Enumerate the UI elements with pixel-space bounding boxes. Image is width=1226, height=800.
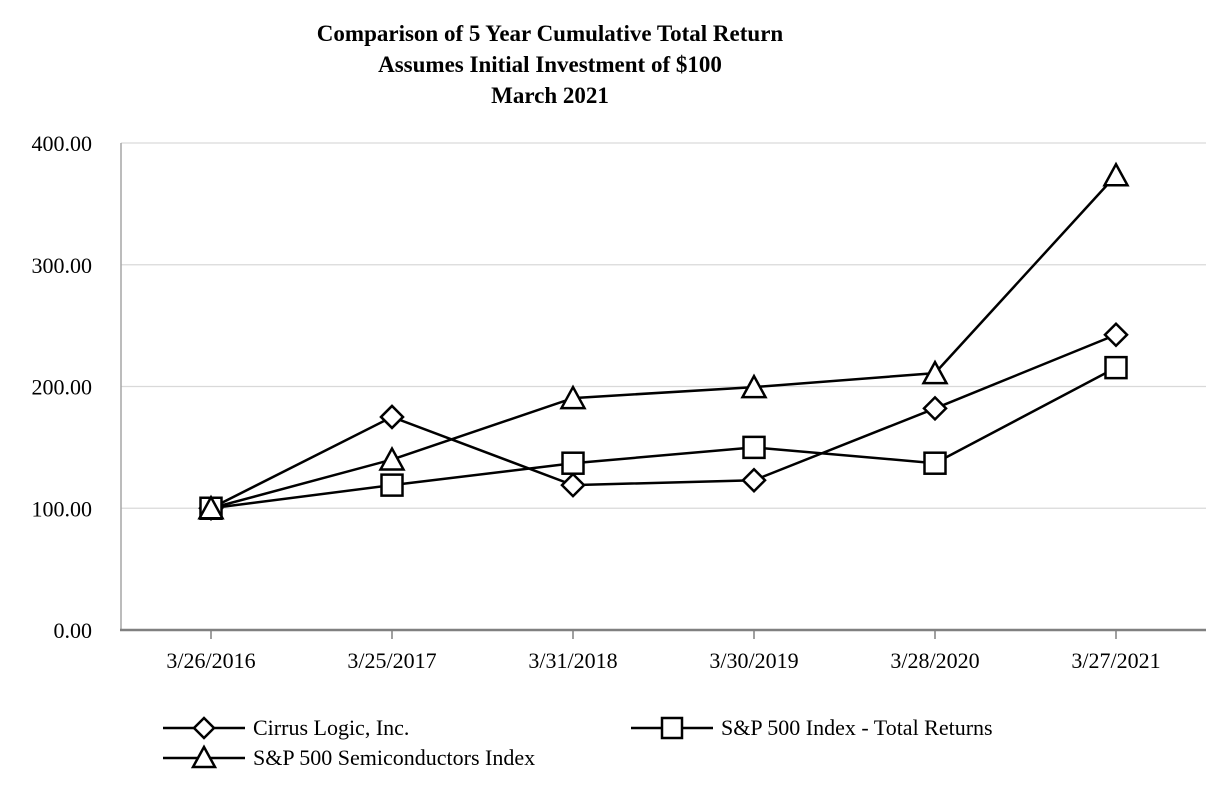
svg-text:400.00: 400.00 <box>32 131 93 156</box>
svg-text:3/28/2020: 3/28/2020 <box>890 648 979 673</box>
legend-diamond-marker-icon <box>163 716 245 740</box>
chart-title-line-3: March 2021 <box>491 83 609 108</box>
line-chart-plot-area: 400.00 300.00 200.00 100.00 0.00 3/26/2016 3/2… <box>32 131 1206 673</box>
svg-text:3/26/2016: 3/26/2016 <box>166 648 255 673</box>
legend-item-sp500-total-returns: S&P 500 Index - Total Returns <box>631 714 993 742</box>
legend-item-cirrus-logic: Cirrus Logic, Inc. <box>163 714 409 742</box>
svg-text:0.00: 0.00 <box>54 618 93 643</box>
svg-text:300.00: 300.00 <box>32 253 93 278</box>
svg-text:100.00: 100.00 <box>32 496 93 521</box>
legend-label-sp500-semiconductors: S&P 500 Semiconductors Index <box>253 745 536 770</box>
svg-text:3/27/2021: 3/27/2021 <box>1071 648 1160 673</box>
legend-label-cirrus-logic: Cirrus Logic, Inc. <box>253 715 410 740</box>
svg-text:3/25/2017: 3/25/2017 <box>347 648 436 673</box>
svg-text:3/31/2018: 3/31/2018 <box>528 648 617 673</box>
chart-title-line-1: Comparison of 5 Year Cumulative Total Re… <box>316 21 784 46</box>
svg-text:200.00: 200.00 <box>32 375 93 400</box>
chart-title: Comparison of 5 Year Cumulative Total Re… <box>0 18 1100 111</box>
svg-text:3/30/2019: 3/30/2019 <box>709 648 798 673</box>
legend-triangle-marker-icon <box>163 744 245 769</box>
chart-title-line-2: Assumes Initial Investment of $100 <box>378 52 722 77</box>
legend-label-sp500-total-returns: S&P 500 Index - Total Returns <box>721 715 993 740</box>
legend-item-sp500-semiconductors: S&P 500 Semiconductors Index <box>163 744 535 772</box>
legend-square-marker-icon <box>631 716 713 740</box>
